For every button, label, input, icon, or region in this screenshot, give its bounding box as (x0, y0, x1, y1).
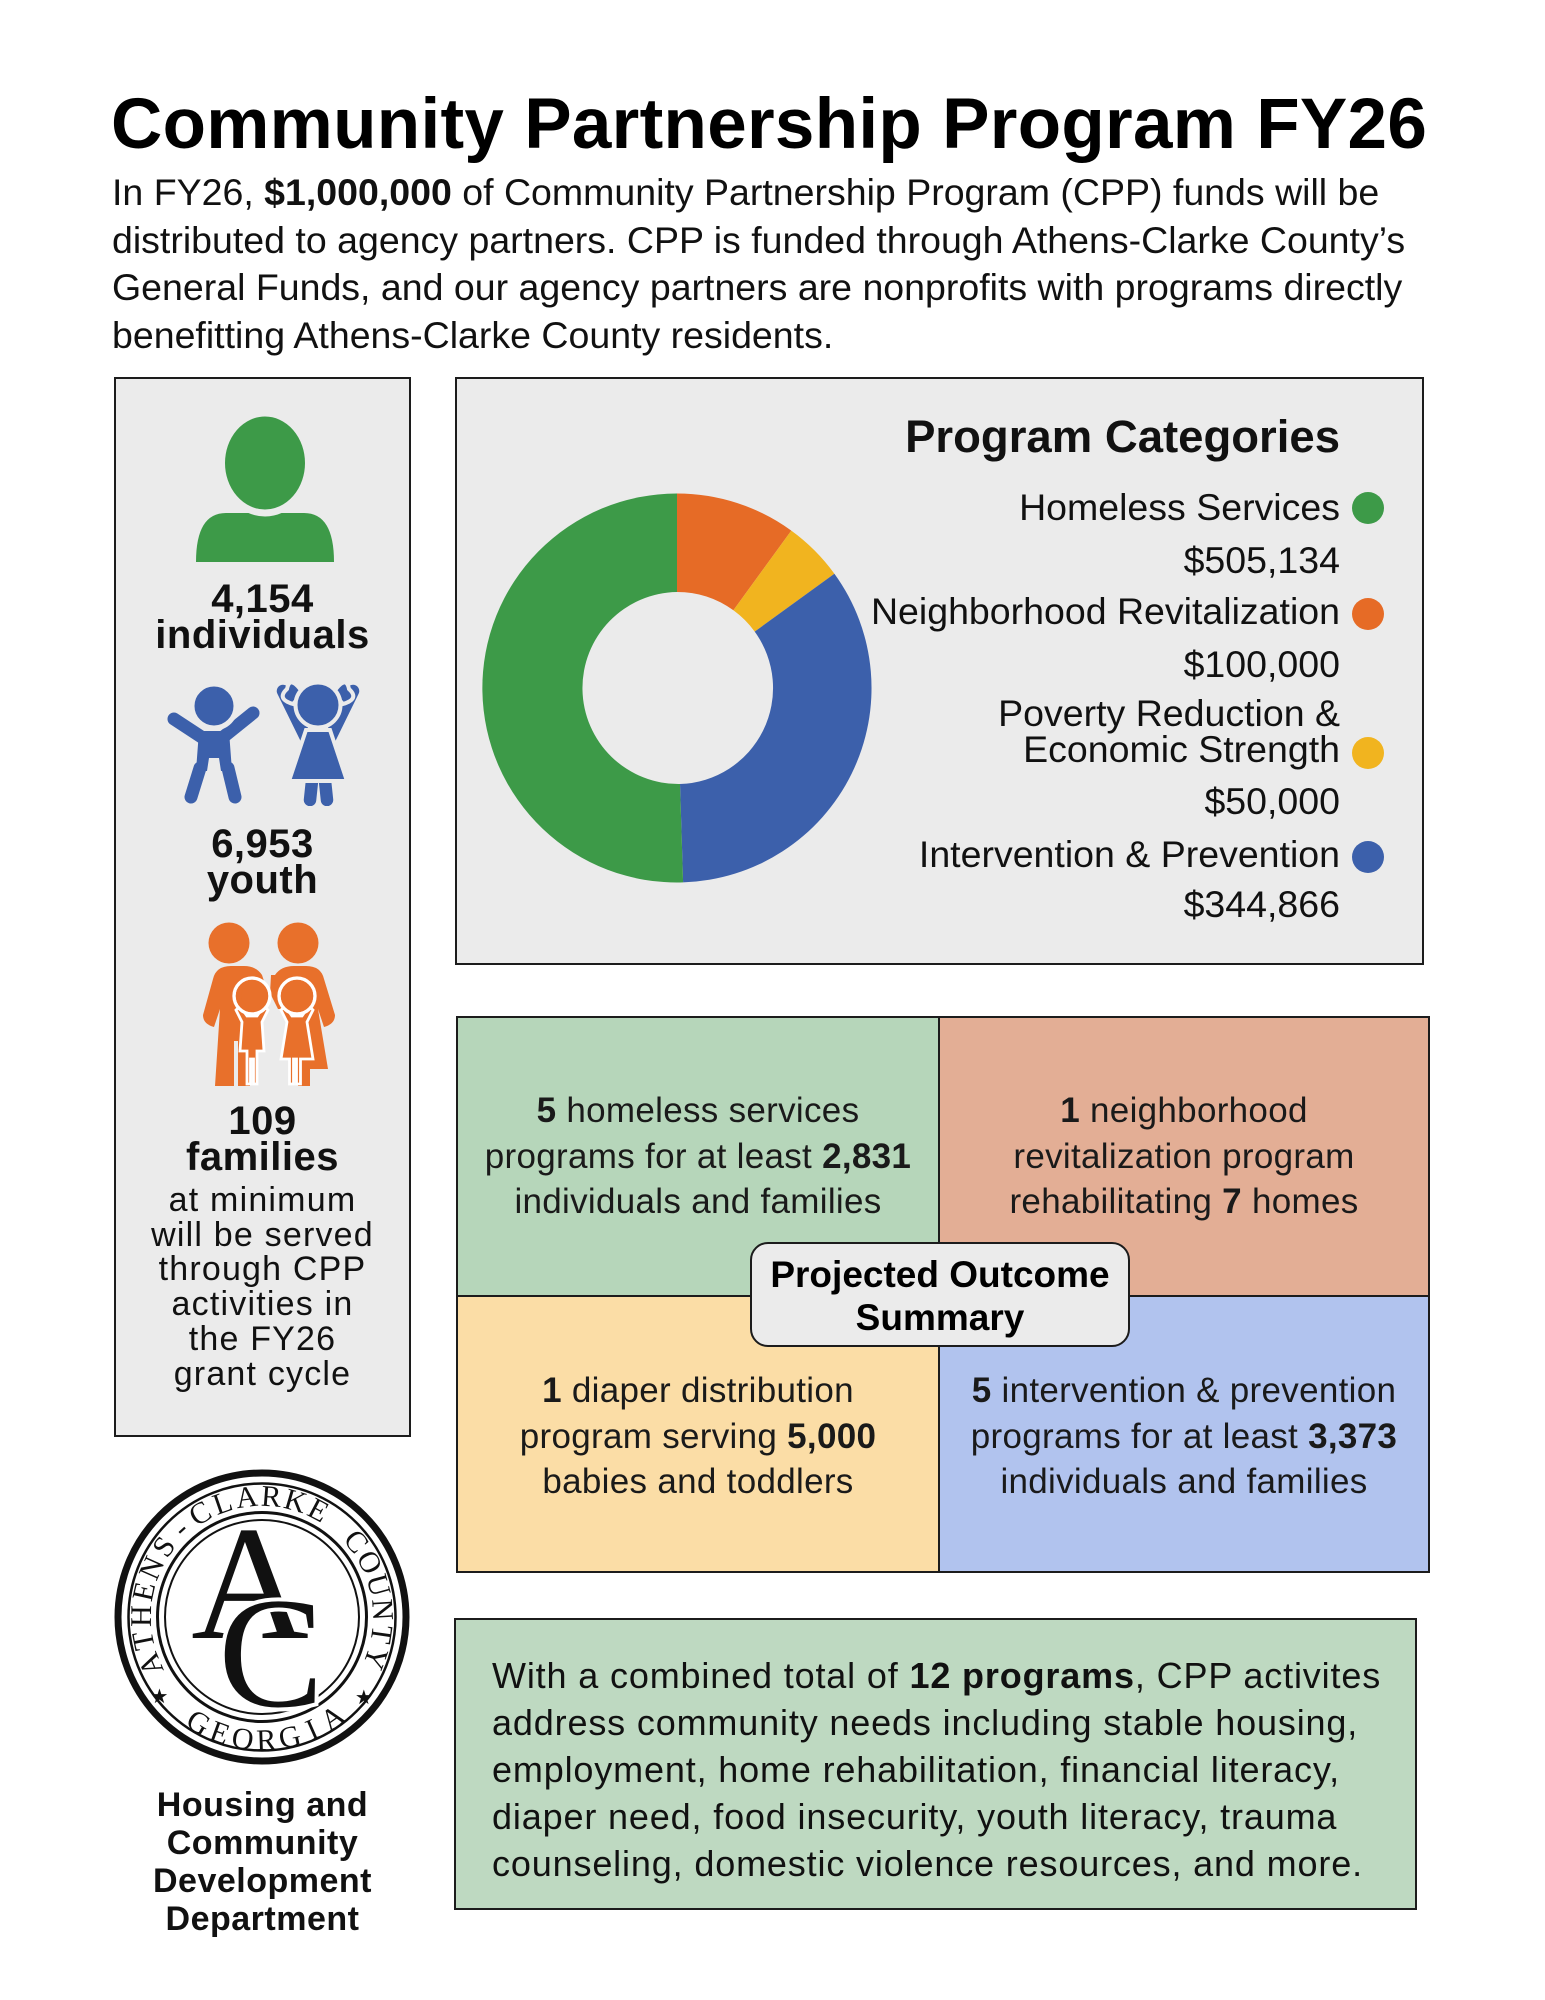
svg-text:A: A (234, 1480, 260, 1516)
svg-text:H: H (125, 1605, 158, 1627)
svg-text:N: N (365, 1598, 399, 1622)
svg-text:★: ★ (355, 1687, 373, 1709)
svg-text:★: ★ (151, 1686, 169, 1708)
svg-text:R: R (256, 1724, 277, 1758)
svg-text:T: T (364, 1623, 399, 1646)
svg-text:T: T (126, 1628, 162, 1652)
svg-text:O: O (229, 1721, 256, 1757)
svg-text:R: R (260, 1480, 282, 1514)
svg-text:C: C (218, 1566, 323, 1741)
svg-text:A: A (191, 1494, 309, 1674)
svg-text:Y: Y (356, 1642, 394, 1674)
